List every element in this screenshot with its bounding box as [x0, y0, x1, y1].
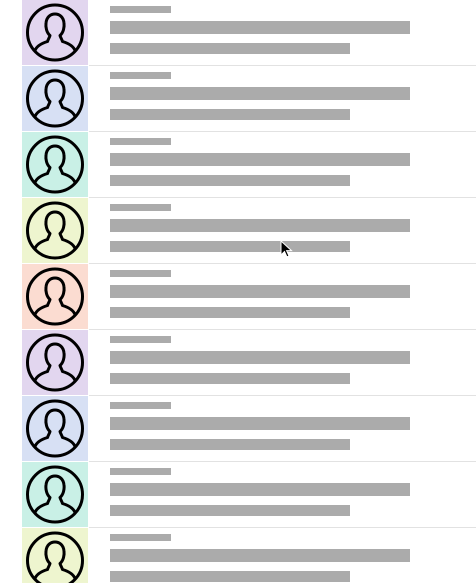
placeholder-title-line: [110, 219, 410, 232]
placeholder-label-line: [110, 204, 171, 211]
person-silhouette-icon: [26, 3, 84, 62]
placeholder-title-line: [110, 153, 410, 166]
row-divider: [89, 131, 476, 132]
placeholder-label-line: [110, 138, 171, 145]
person-silhouette-icon: [26, 201, 84, 260]
placeholder-label-line: [110, 468, 171, 475]
placeholder-label-line: [110, 270, 171, 277]
row-divider: [89, 197, 476, 198]
placeholder-title-line: [110, 549, 410, 562]
avatar: [22, 330, 88, 395]
row-divider: [89, 395, 476, 396]
row-divider: [89, 527, 476, 528]
placeholder-text-line: [110, 307, 350, 318]
placeholder-text-line: [110, 175, 350, 186]
list-item[interactable]: [0, 528, 476, 583]
placeholder-title-line: [110, 21, 410, 34]
placeholder-title-line: [110, 417, 410, 430]
list-item[interactable]: [0, 66, 476, 132]
list-item[interactable]: [0, 132, 476, 198]
person-silhouette-icon: [26, 531, 84, 583]
placeholder-label-line: [110, 72, 171, 79]
row-divider: [89, 461, 476, 462]
placeholder-text-line: [110, 373, 350, 384]
placeholder-title-line: [110, 87, 410, 100]
placeholder-label-line: [110, 534, 171, 541]
placeholder-text-line: [110, 571, 350, 582]
placeholder-label-line: [110, 336, 171, 343]
avatar: [22, 198, 88, 263]
avatar: [22, 66, 88, 131]
avatar: [22, 396, 88, 461]
person-silhouette-icon: [26, 267, 84, 326]
avatar: [22, 132, 88, 197]
person-silhouette-icon: [26, 135, 84, 194]
row-divider: [89, 263, 476, 264]
person-silhouette-icon: [26, 399, 84, 458]
row-divider: [89, 65, 476, 66]
placeholder-text-line: [110, 241, 350, 252]
placeholder-text-line: [110, 505, 350, 516]
list-item[interactable]: [0, 264, 476, 330]
placeholder-text-line: [110, 109, 350, 120]
placeholder-title-line: [110, 351, 410, 364]
avatar: [22, 528, 88, 583]
avatar: [22, 0, 88, 65]
row-divider: [89, 329, 476, 330]
placeholder-title-line: [110, 483, 410, 496]
placeholder-label-line: [110, 6, 171, 13]
placeholder-text-line: [110, 43, 350, 54]
mouse-pointer-icon: [280, 239, 293, 258]
list-item[interactable]: [0, 396, 476, 462]
list-item[interactable]: [0, 0, 476, 66]
avatar: [22, 264, 88, 329]
list-item[interactable]: [0, 198, 476, 264]
person-silhouette-icon: [26, 333, 84, 392]
placeholder-label-line: [110, 402, 171, 409]
avatar: [22, 462, 88, 527]
list-item[interactable]: [0, 462, 476, 528]
list-item[interactable]: [0, 330, 476, 396]
placeholder-title-line: [110, 285, 410, 298]
person-silhouette-icon: [26, 69, 84, 128]
placeholder-text-line: [110, 439, 350, 450]
person-silhouette-icon: [26, 465, 84, 524]
